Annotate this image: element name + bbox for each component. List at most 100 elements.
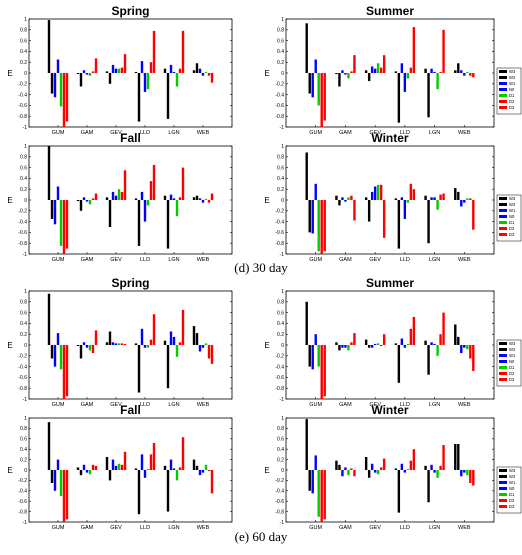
legend-swatch <box>499 203 507 206</box>
bar-w3-gam <box>76 467 80 470</box>
bar-d3-web <box>472 200 475 230</box>
legend-label: N0 <box>509 214 515 219</box>
x-tick-label: LLD <box>140 130 150 136</box>
bar-d1-lld <box>146 345 150 348</box>
bar-w1-gev <box>111 191 115 200</box>
bar-d1-gev <box>117 68 121 73</box>
bar-d1-gev <box>376 343 380 345</box>
y-tick-label: 0.6 <box>20 38 27 44</box>
bar-n0-gum <box>56 459 60 470</box>
bar-d1-gev <box>117 463 121 470</box>
bar-d1-lgn <box>436 345 439 356</box>
bar-w3-gev <box>105 342 109 345</box>
bar-n0-lgn <box>433 71 436 73</box>
chart-panel-7: Fall E 1 0.8 0.6 0.4 0.2 0 -0.2 -0.4 -0.6 -0.8 -1 GUM… <box>7 403 233 531</box>
bar-n0-lgn <box>172 336 176 345</box>
y-tick-label: 0 <box>24 343 27 349</box>
bar-d2-gum <box>320 470 323 522</box>
y-tick-label: -0.4 <box>18 92 27 98</box>
bar-w2-lgn <box>166 200 170 249</box>
x-tick-label: GEV <box>110 525 122 531</box>
bar-d1-gam <box>88 200 92 205</box>
legend-label: D1 <box>509 365 515 370</box>
y-tick-label: 1 <box>24 17 27 23</box>
bar-w2-gam <box>338 73 341 87</box>
bar-d1-web <box>204 343 208 345</box>
bar-d3-lld <box>412 27 416 74</box>
bar-w3-gev <box>364 457 368 470</box>
legend-label: W2 <box>509 202 516 207</box>
bar-n0-gum <box>314 183 317 200</box>
bar-w2-lgn <box>166 345 170 389</box>
bar-w2-gam <box>79 345 83 359</box>
bar-d2-gum <box>62 200 66 254</box>
bar-d3-lld <box>412 189 416 200</box>
legend-label: D2 <box>509 226 515 231</box>
bar-w3-lgn <box>163 195 167 200</box>
y-tick-label: 0.2 <box>277 332 284 338</box>
x-tick-label: GAM <box>81 402 94 408</box>
bar-w3-gam <box>335 73 338 75</box>
y-tick-label: -0.4 <box>18 489 27 495</box>
bar-d2-gum <box>62 470 66 522</box>
plot-frame <box>285 417 495 523</box>
y-tick-label: 0 <box>281 198 284 204</box>
bar-w2-lld <box>397 200 401 249</box>
bar-n0-gum <box>314 455 317 470</box>
bar-w2-gum <box>308 200 311 233</box>
bar-d3-lld <box>152 314 156 345</box>
bar-w1-gam <box>341 470 344 477</box>
y-tick-label: 0.8 <box>277 155 284 161</box>
y-axis-label: E <box>7 466 12 475</box>
y-tick-label: 0.2 <box>20 187 27 193</box>
bar-d3-gev <box>382 458 386 470</box>
bar-d3-lld <box>412 316 416 345</box>
bar-d1-gum <box>317 345 320 367</box>
bar-w3-gam <box>335 195 338 200</box>
bar-w3-gum <box>47 293 51 345</box>
bar-d3-lld <box>152 164 156 200</box>
bar-w3-gum <box>47 422 51 470</box>
x-tick-label: WEB <box>197 402 210 408</box>
y-tick-label: 0.2 <box>20 332 27 338</box>
bar-d2-gum <box>320 200 323 254</box>
bar-d2-gam <box>350 71 353 73</box>
x-tick-label: WEB <box>197 130 210 136</box>
legend-label: N0 <box>509 486 515 491</box>
bar-d3-gum <box>323 470 326 520</box>
x-tick-label: LGN <box>168 257 179 263</box>
bar-w1-web <box>198 68 202 73</box>
y-tick-label: -1 <box>23 252 28 258</box>
bar-w3-gam <box>76 200 80 202</box>
y-tick-label: 0.6 <box>277 165 284 171</box>
bar-d2-gev <box>120 67 124 73</box>
bar-d3-lgn <box>181 30 185 74</box>
x-tick-label: LGN <box>168 402 179 408</box>
bar-d3-gev <box>123 451 127 470</box>
x-tick-label: GEV <box>369 402 381 408</box>
bar-w2-gum <box>50 470 54 483</box>
legend-label: W2 <box>509 347 516 352</box>
legend-swatch <box>499 493 507 496</box>
bar-d2-web <box>207 470 211 472</box>
legend-label: W3 <box>509 468 516 473</box>
bar-d3-gam <box>353 55 356 73</box>
bar-w2-gev <box>108 73 112 84</box>
bar-d3-web <box>210 345 214 364</box>
bar-d3-gum <box>65 470 69 520</box>
legend-swatch <box>499 70 507 73</box>
bar-w2-gev <box>108 331 112 345</box>
y-axis-label: E <box>7 341 12 350</box>
bar-d3-gev <box>382 200 386 238</box>
y-tick-label: -0.8 <box>18 114 27 120</box>
y-tick-label: -0.4 <box>18 364 27 370</box>
y-tick-label: 0.4 <box>277 321 284 327</box>
y-tick-label: -0.6 <box>275 375 284 381</box>
panel-title: Summer <box>366 4 414 18</box>
bar-n0-gev <box>373 68 377 73</box>
bar-w2-gam <box>338 200 341 206</box>
plot-frame <box>28 18 233 128</box>
y-tick-label: -0.2 <box>18 82 27 88</box>
bar-w3-gev <box>364 70 368 73</box>
